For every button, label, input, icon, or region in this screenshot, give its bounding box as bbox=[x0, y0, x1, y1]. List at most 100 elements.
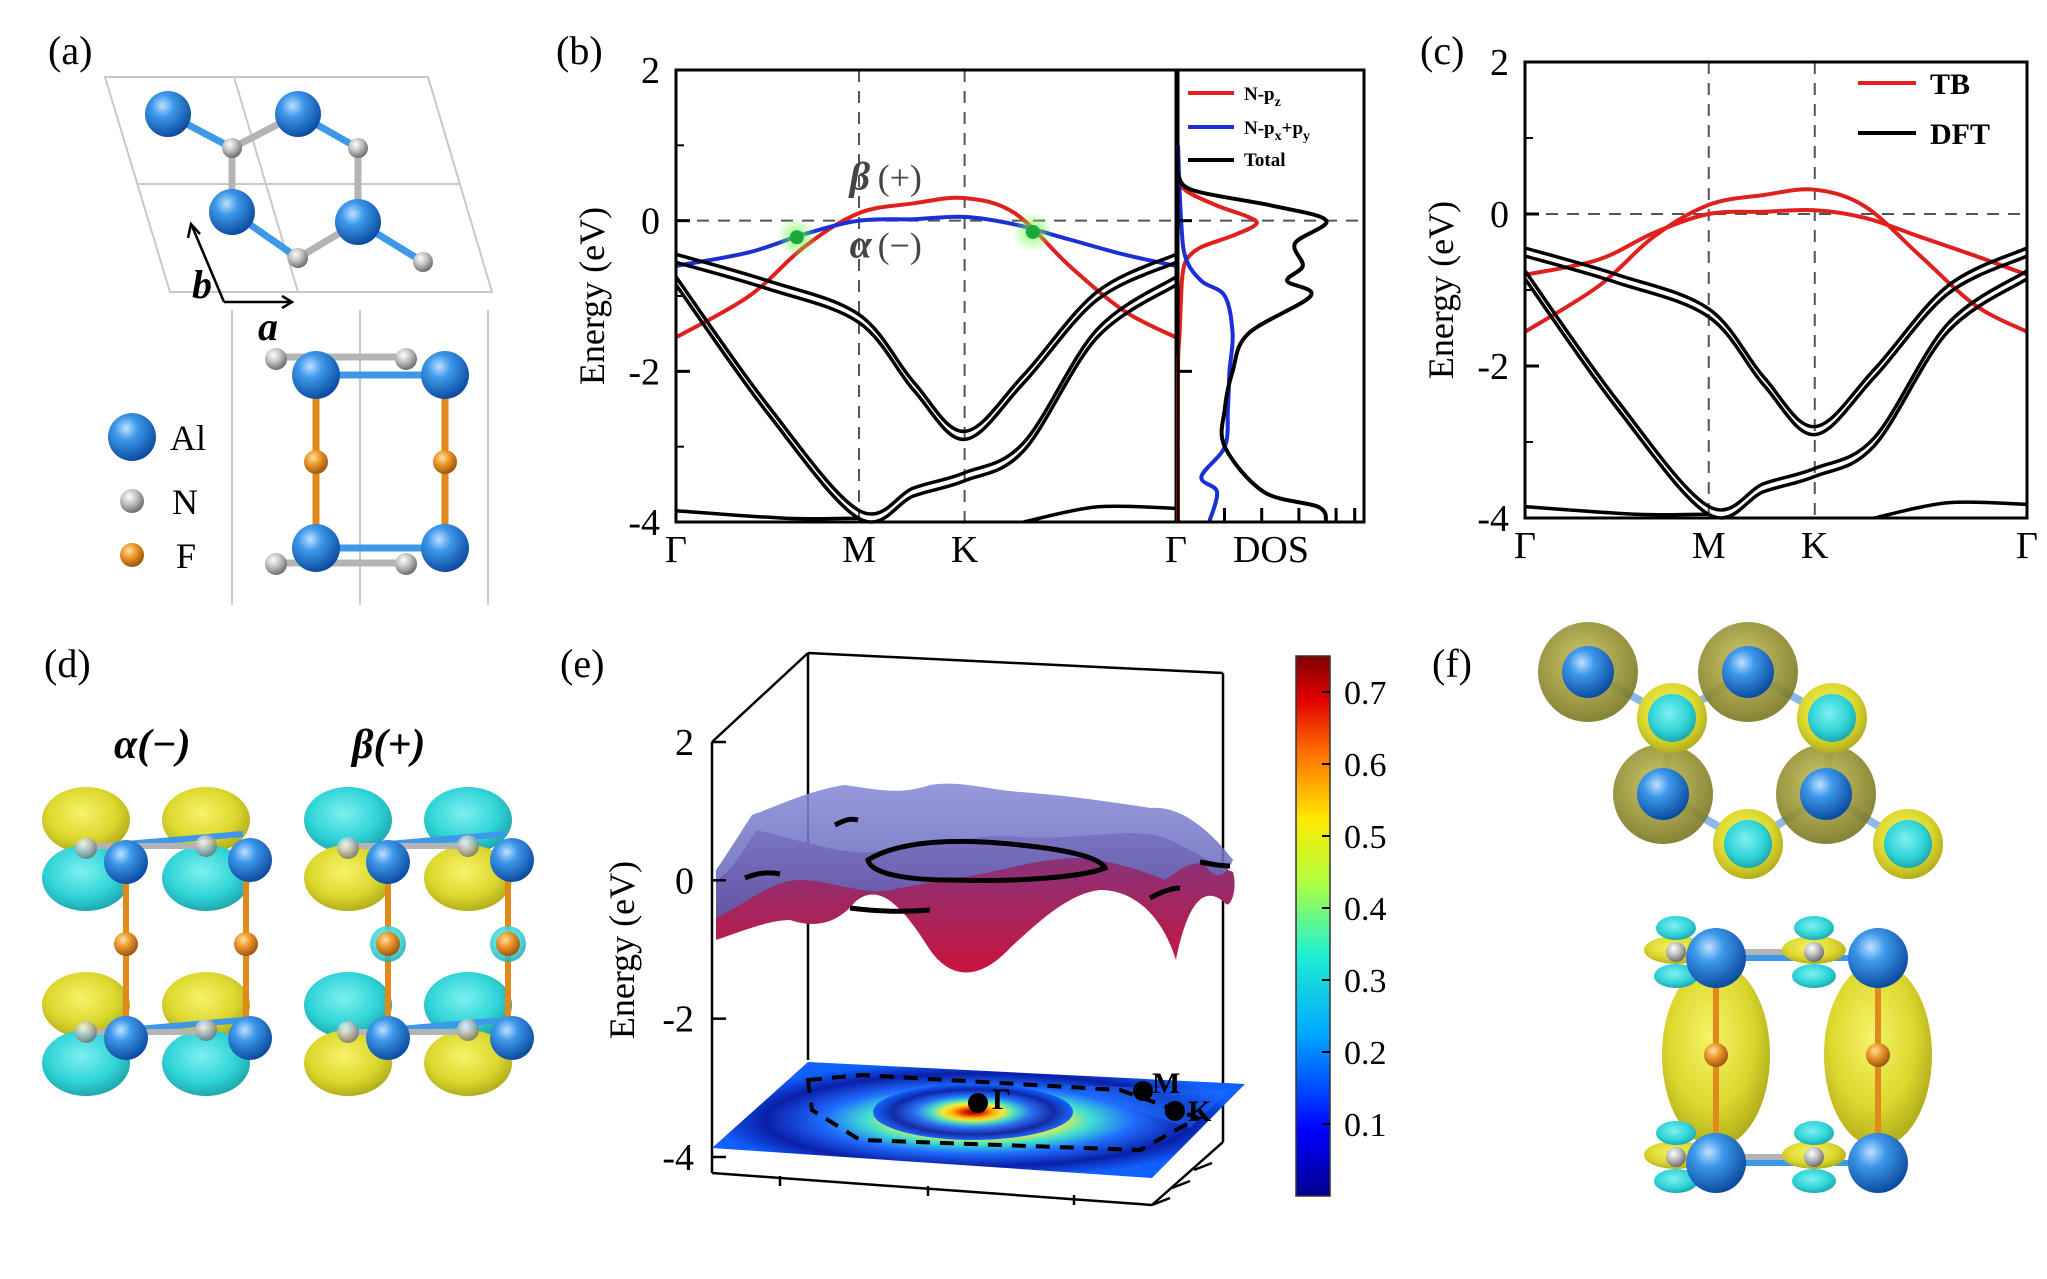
k-point-label: K bbox=[1801, 525, 1829, 567]
f-atom bbox=[1704, 1043, 1728, 1067]
k-point-label: Γ bbox=[2016, 525, 2038, 567]
band-line-bottom bbox=[675, 508, 860, 521]
m-label: M bbox=[1152, 1067, 1180, 1100]
y-tick-label: -4 bbox=[1477, 498, 1509, 540]
e-bottom-ticks bbox=[778, 1161, 1213, 1207]
n-charge-core bbox=[1884, 820, 1932, 868]
n-atom bbox=[195, 1019, 217, 1041]
band-line-alpha bbox=[675, 214, 1177, 268]
colorbar-tick-label: 0.2 bbox=[1344, 1035, 1387, 1072]
crossing-point bbox=[789, 230, 804, 245]
f-atom bbox=[496, 932, 520, 956]
band-line-bottom-right bbox=[1873, 500, 2028, 520]
band-line-DFT1-pair bbox=[1524, 254, 2028, 437]
z-tick-label: 2 bbox=[675, 722, 694, 764]
n-atom bbox=[75, 837, 97, 859]
n-atom bbox=[413, 252, 433, 272]
n-atom bbox=[1666, 1147, 1686, 1167]
gamma-label: Γ bbox=[992, 1083, 1011, 1116]
colorbar-tick-label: 0.3 bbox=[1344, 963, 1387, 1000]
al-atom bbox=[292, 524, 340, 572]
y-tick-label: 0 bbox=[641, 201, 660, 243]
n-atom bbox=[457, 835, 479, 857]
band-line-band4-pair bbox=[674, 283, 1177, 524]
band-label-sign-beta: (+) bbox=[878, 157, 922, 197]
n-charge-core bbox=[1724, 820, 1772, 868]
charge-density-top-view bbox=[1538, 622, 1943, 879]
band-line-DFT1 bbox=[1524, 246, 2028, 429]
n-atom bbox=[395, 348, 417, 370]
orbital-lobe-lower bbox=[424, 1030, 512, 1096]
n-atom bbox=[457, 1019, 479, 1041]
panel-f: (f) bbox=[1432, 622, 1943, 1193]
al-atom bbox=[1800, 768, 1852, 820]
f-atom bbox=[433, 450, 457, 474]
n-charge-lobe-cyan bbox=[1792, 1169, 1836, 1193]
k-point-label: Γ bbox=[1514, 525, 1536, 567]
al-atom bbox=[421, 351, 469, 399]
orbital-lobe-upper bbox=[304, 972, 392, 1038]
orbital-beta-title: β(+) bbox=[350, 722, 425, 768]
n-atom bbox=[348, 138, 368, 158]
band-line-band4 bbox=[674, 275, 1177, 516]
n-charge-lobe-cyan bbox=[1792, 964, 1836, 988]
al-atom bbox=[1637, 768, 1689, 820]
energy-axis-e: -4 -2 0 2 Energy (eV) bbox=[602, 722, 726, 1179]
gamma-point-marker bbox=[968, 1093, 988, 1113]
charge-density-side-view bbox=[1644, 916, 1932, 1193]
k-label: K bbox=[1188, 1095, 1212, 1128]
colorbar: 0.1 0.2 0.3 0.4 0.5 0.6 0.7 bbox=[1295, 655, 1387, 1197]
orbital-lobe-upper bbox=[42, 787, 130, 853]
orbital-alpha bbox=[42, 787, 272, 1096]
side-view-atoms bbox=[265, 348, 469, 575]
al-atom bbox=[1848, 928, 1908, 988]
al-atom bbox=[1562, 646, 1614, 698]
al-atom bbox=[1686, 1133, 1746, 1193]
panel-d: (d) α(−) β(+) bbox=[42, 641, 534, 1096]
colorbar-tick-label: 0.1 bbox=[1344, 1107, 1387, 1144]
y-tick-label: 2 bbox=[641, 50, 660, 92]
k-point-label: M bbox=[842, 529, 876, 571]
dos-legend-npxpy: N-px+py bbox=[1244, 118, 1310, 144]
orbital-beta bbox=[304, 787, 534, 1096]
colorbar-tick-label: 0.7 bbox=[1344, 675, 1387, 712]
al-atom bbox=[490, 838, 534, 882]
dos-line-N-pz bbox=[1175, 174, 1259, 523]
f-atom bbox=[114, 932, 138, 956]
n-charge-core bbox=[1648, 694, 1696, 742]
legend-al-label: Al bbox=[170, 418, 206, 458]
y-tick-label: -2 bbox=[628, 351, 660, 393]
orbital-lobe-upper bbox=[304, 787, 392, 853]
n-atom bbox=[1666, 942, 1686, 962]
band-label-sign-alpha: (−) bbox=[878, 225, 922, 265]
lattice-vector-b-label: b bbox=[192, 262, 212, 307]
band-line-bottom-right bbox=[1023, 504, 1177, 524]
al-n-bond bbox=[387, 831, 506, 847]
crossing-point bbox=[1025, 224, 1040, 239]
n-charge-core bbox=[1808, 694, 1856, 742]
n-atom bbox=[337, 1021, 359, 1043]
f-atom bbox=[234, 932, 258, 956]
dos-x-label: DOS bbox=[1233, 529, 1309, 571]
al-atom bbox=[145, 91, 191, 137]
band-label-alpha: α bbox=[850, 221, 873, 266]
panel-e: (e) Γ M K bbox=[560, 641, 1387, 1207]
dos-line-N-px+py bbox=[1176, 145, 1235, 523]
z-tick-label: 0 bbox=[675, 860, 694, 902]
n-charge-lobe-cyan bbox=[1654, 964, 1698, 988]
legend-dft-label: DFT bbox=[1930, 118, 1990, 151]
y-axis-label: Energy (eV) bbox=[572, 207, 612, 385]
orbital-alpha-title: α(−) bbox=[114, 722, 191, 768]
z-tick-label: -4 bbox=[662, 1137, 694, 1179]
orbital-lobe-lower bbox=[424, 845, 512, 911]
colorbar-tick-label: 0.5 bbox=[1344, 819, 1387, 856]
band-surfaces bbox=[716, 783, 1235, 973]
n-atom bbox=[1804, 1147, 1824, 1167]
al-atom bbox=[228, 1016, 272, 1060]
unit-cell-top-view bbox=[103, 76, 494, 293]
lattice-vector-a-label: a bbox=[258, 304, 278, 349]
legend-tb-label: TB bbox=[1930, 68, 1970, 101]
y-tick-label: 0 bbox=[1490, 194, 1509, 236]
n-atom bbox=[265, 553, 287, 575]
element-legend: Al N F bbox=[108, 413, 206, 576]
